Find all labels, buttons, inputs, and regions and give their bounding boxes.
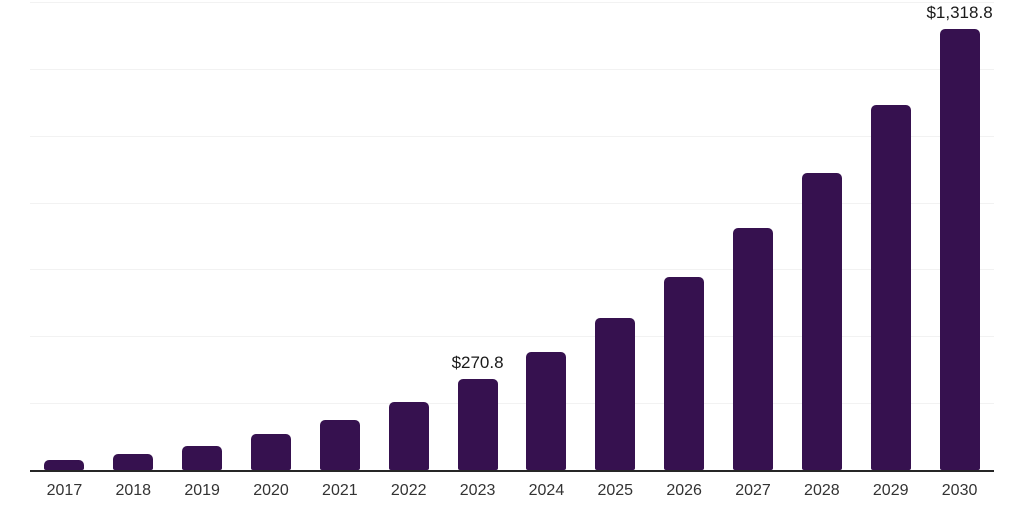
x-tick-2027: 2027 bbox=[735, 482, 771, 499]
gridline-600 bbox=[30, 269, 994, 271]
x-tick-2029: 2029 bbox=[872, 482, 909, 499]
x-tick-2025: 2025 bbox=[597, 482, 634, 499]
x-tick-2021: 2021 bbox=[322, 482, 358, 499]
x-tick-2030: 2030 bbox=[941, 482, 978, 499]
bar-2019 bbox=[182, 445, 223, 470]
x-tick-2017: 2017 bbox=[46, 482, 83, 499]
bar-2028 bbox=[801, 172, 842, 470]
x-tick-2026: 2026 bbox=[666, 482, 702, 499]
bar-2021 bbox=[319, 419, 360, 470]
gridline-1400 bbox=[30, 2, 994, 3]
x-tick-2023: 2023 bbox=[459, 482, 496, 499]
bar-2025 bbox=[595, 317, 636, 470]
bar-2017 bbox=[44, 459, 85, 470]
gridline-1200 bbox=[30, 68, 994, 70]
data-label-2030: $1,318.8 bbox=[926, 3, 993, 23]
bar-2022 bbox=[388, 402, 429, 470]
x-tick-2028: 2028 bbox=[804, 482, 840, 499]
bar-2030 bbox=[939, 29, 980, 470]
bar-2018 bbox=[113, 453, 154, 470]
gridline-400 bbox=[30, 336, 994, 338]
gridline-1000 bbox=[30, 135, 994, 137]
bar-2023 bbox=[457, 379, 498, 470]
x-tick-2022: 2022 bbox=[390, 482, 427, 499]
x-axis-line bbox=[30, 470, 994, 472]
x-tick-2018: 2018 bbox=[115, 482, 152, 499]
data-label-2023: $270.8 bbox=[451, 353, 504, 373]
bar-2029 bbox=[870, 104, 911, 470]
gridline-800 bbox=[30, 202, 994, 204]
bar-2024 bbox=[526, 351, 567, 470]
x-axis-tick-labels: 2017 2018 2019 2020 2021 2022 2023 2024 2025 2026… bbox=[30, 481, 994, 503]
x-tick-2020: 2020 bbox=[253, 482, 289, 499]
bar-2020 bbox=[251, 434, 291, 470]
gridline-200 bbox=[30, 403, 994, 405]
bar-2026 bbox=[664, 276, 705, 470]
plot-area: $270.8 $1,318.8 bbox=[30, 2, 994, 470]
bar-2027 bbox=[733, 228, 773, 470]
x-tick-2019: 2019 bbox=[184, 482, 220, 499]
x-tick-2024: 2024 bbox=[528, 482, 565, 499]
